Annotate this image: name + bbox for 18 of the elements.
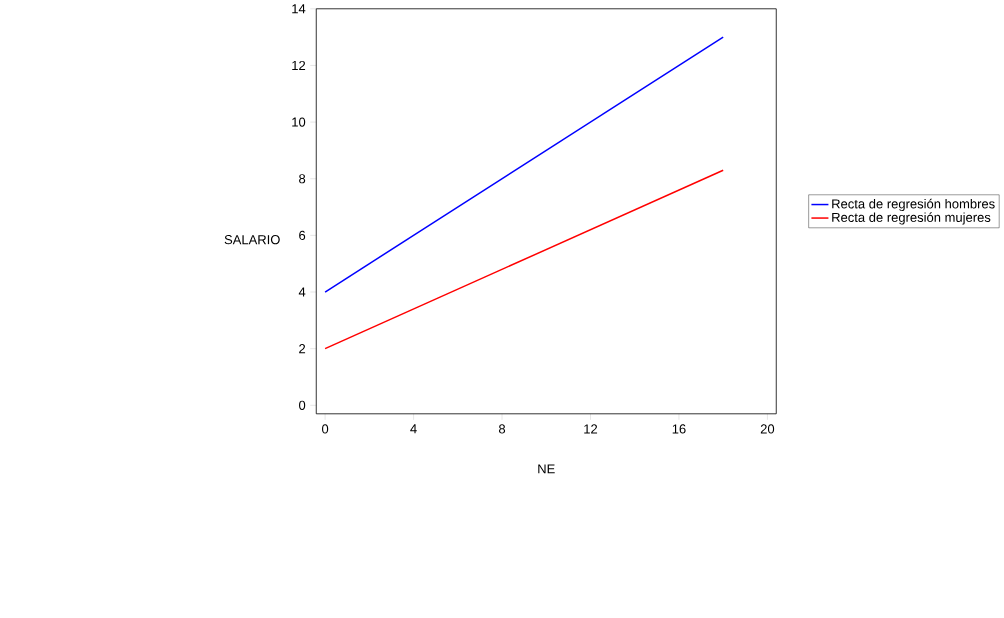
- y-tick-label: 2: [299, 344, 306, 354]
- y-tick-label: 14: [292, 4, 306, 14]
- x-tick-label: 0: [322, 424, 329, 434]
- x-axis-title: NE: [538, 464, 555, 474]
- y-tick-label: 6: [299, 230, 306, 241]
- x-tick-label: 16: [672, 424, 686, 434]
- y-axis-title: SALARIO: [224, 235, 280, 245]
- y-tick-label: 0: [299, 400, 306, 411]
- x-tick-label: 4: [410, 424, 417, 434]
- x-tick-label: 12: [584, 424, 598, 434]
- y-tick-label: 4: [298, 287, 306, 297]
- y-tick-label: 12: [292, 61, 306, 71]
- x-tick-label: 8: [498, 424, 506, 434]
- y-tick-label: 10: [292, 117, 306, 127]
- x-tick-label: 20: [760, 424, 775, 434]
- y-tick-label: 8: [299, 174, 306, 184]
- legend-label: Recta de regresión mujeres: [832, 212, 991, 225]
- legend-label: Recta de regresión hombres: [832, 198, 995, 212]
